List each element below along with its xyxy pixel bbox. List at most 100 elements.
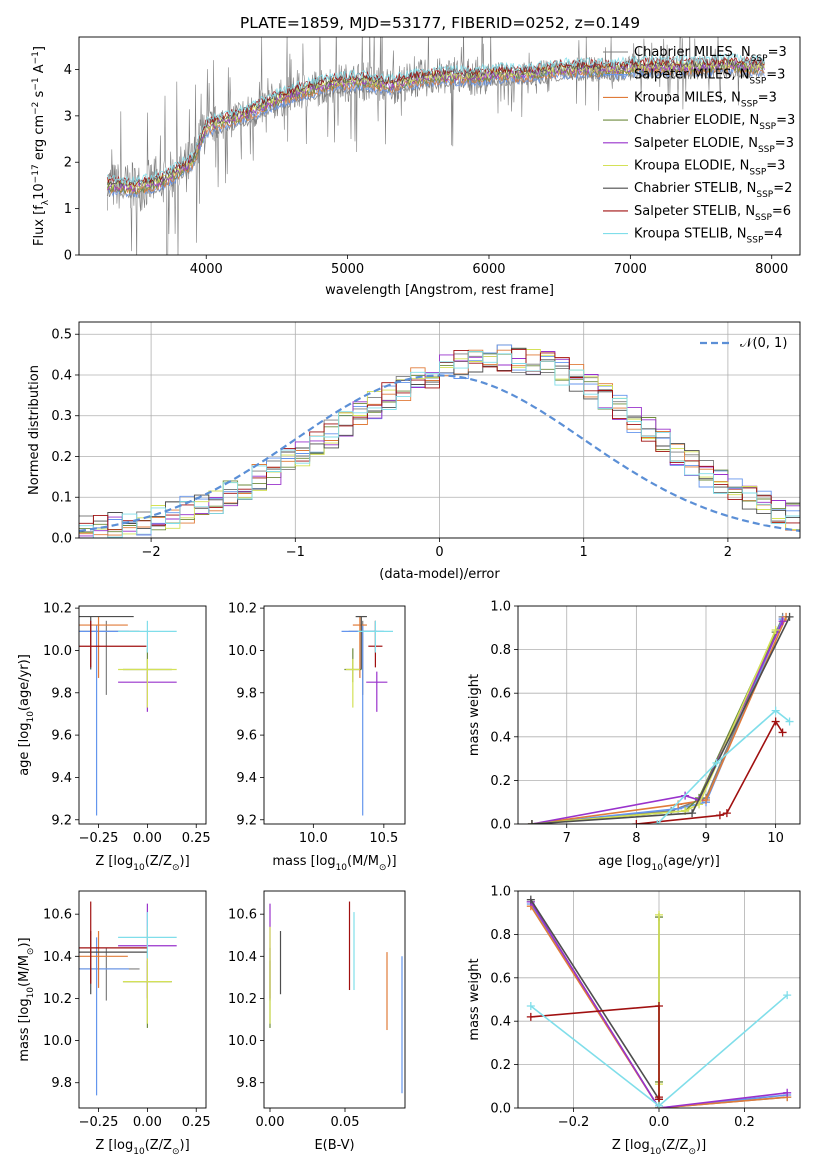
weight-age-marker-7 [778, 728, 787, 737]
weight-age-marker-6 [688, 809, 697, 818]
legend-label-4: Salpeter ELODIE, NSSP=3 [634, 136, 794, 155]
label-part: Z [log [95, 1138, 133, 1153]
weight-age-series-0 [531, 616, 784, 824]
label-part: (age/yr)] [663, 854, 720, 869]
y-tick-label: 0.5 [51, 328, 72, 343]
label-part: Z [log [95, 854, 133, 869]
y-tick-label: 10.0 [43, 1034, 72, 1049]
label-part: Salpeter STELIB, N [634, 204, 755, 219]
weight-age-marker-6 [527, 820, 536, 824]
label-superscript: −1 [31, 51, 41, 64]
weight-age-marker-7 [722, 809, 731, 818]
label-part: ] [32, 46, 47, 51]
y-tick-label: 0.8 [490, 643, 511, 658]
label-subscript: 10 [133, 1147, 145, 1157]
plot-area [79, 901, 177, 1096]
age-mass-point-5 [345, 658, 360, 708]
x-tick-label: 5000 [331, 262, 364, 277]
label-part: age [log [17, 723, 32, 776]
x-axis-label: mass [log10(M/M⊙)] [272, 854, 396, 873]
x-tick-label: 0.05 [331, 1115, 360, 1130]
plot-area [341, 615, 394, 816]
x-axis-label: Z [log10(Z/Z⊙)] [95, 1138, 189, 1157]
label-part: )] [17, 937, 32, 947]
weight-z-marker-7 [655, 1093, 663, 1102]
x-tick-label: −2 [142, 545, 161, 560]
label-part: =4 [763, 227, 782, 242]
x-tick-label: 2 [724, 545, 732, 560]
age-z-point-2 [79, 616, 128, 678]
x-tick-label: 7 [563, 831, 571, 846]
legend-label-2: Kroupa MILES, NSSP=3 [634, 90, 777, 109]
weight-age-marker-8 [771, 706, 780, 715]
age-mass-point-2 [352, 616, 367, 678]
y-tick-label: 10.2 [43, 992, 72, 1007]
label-subscript: SSP [751, 54, 768, 64]
weight-z-marker-8 [655, 1101, 663, 1108]
y-tick-label: 10.0 [43, 644, 72, 659]
mass-z-point-2 [79, 931, 128, 988]
y-tick-label: 0.1 [51, 491, 72, 506]
axes-frame [78, 605, 207, 825]
y-tick-label: 10.0 [228, 1034, 257, 1049]
age-mass-point-4 [366, 671, 388, 712]
y-tick-label: 10.2 [43, 602, 72, 617]
axes-frame [517, 890, 801, 1109]
label-part: (Z/Z [145, 854, 172, 869]
label-part: =3 [766, 159, 785, 174]
legend-label-6: Chabrier STELIB, NSSP=2 [634, 181, 792, 200]
label-part: mass [log [17, 998, 32, 1061]
label-part: Salpeter MILES, N [634, 68, 749, 83]
plot-area [269, 901, 403, 1094]
gaussian-curve [79, 374, 800, 532]
y-tick-label: 10.6 [228, 908, 257, 923]
x-tick-label: 8000 [755, 262, 788, 277]
y-tick-label: 1.0 [490, 885, 511, 900]
weight-z-series-6 [530, 899, 660, 1100]
label-subscript: ⊙ [688, 1147, 696, 1157]
x-tick-label: 1 [580, 545, 588, 560]
spectrum-panel: 4000 5000 6000 7000 8000 0 1 2 3 4 wavelength [Ang… [31, 36, 801, 298]
label-subscript: ⊙ [172, 863, 180, 873]
label-subscript: SSP [741, 99, 758, 109]
y-tick-label: 0.3 [51, 409, 72, 424]
label-part: Z [log [612, 1138, 650, 1153]
axes-frame [78, 321, 801, 539]
label-part: (Z/Z [145, 1138, 172, 1153]
x-axis-label: wavelength [Angstrom, rest frame] [325, 283, 554, 298]
x-axis-label: age [log10(age/yr)] [598, 854, 720, 873]
y-tick-label: 0 [64, 249, 72, 264]
y-tick-label: 10.6 [43, 908, 72, 923]
weight-age-series-4 [531, 620, 784, 824]
x-tick-label: 10 [767, 831, 784, 846]
label-part: Flux [f [32, 205, 47, 246]
y-tick-label: 2 [64, 156, 72, 171]
mass-vs-extinction-panel: 0.00 0.05 9.8 10.0 10.2 10.4 10.6 E(B-V) [228, 890, 406, 1153]
weight-age-series-8 [656, 709, 791, 824]
y-tick-label: 0.0 [490, 818, 511, 833]
x-tick-label: −0.25 [79, 1115, 119, 1130]
weight-z-series-4 [530, 901, 788, 1108]
label-part: (M/M [347, 854, 379, 869]
y-axis-label: Normed distribution [27, 365, 42, 495]
label-part: )] [386, 854, 396, 869]
x-tick-label: 0.00 [133, 1115, 162, 1130]
legend-gaussian-label: 𝒩(0, 1) [740, 336, 787, 351]
x-tick-label: 0.25 [182, 831, 211, 846]
label-subscript: 10 [26, 987, 36, 999]
legend-label-0: Chabrier MILES, NSSP=3 [634, 45, 787, 64]
weight-age-marker-8 [653, 820, 662, 824]
y-axis-label: mass weight [467, 958, 482, 1040]
label-subscript: SSP [755, 213, 772, 223]
weight-age-marker-8 [785, 717, 794, 726]
y-tick-label: 10.4 [228, 950, 257, 965]
age-mass-point-1 [341, 625, 384, 816]
label-subscript: SSP [749, 77, 766, 87]
label-superscript: −1 [31, 77, 41, 90]
axes-frame [517, 605, 801, 825]
label-superscript: −2 [31, 102, 41, 115]
label-subscript: 10 [133, 863, 145, 873]
label-superscript: −17 [31, 164, 41, 183]
y-tick-label: 0.2 [51, 450, 72, 465]
label-subscript: ⊙ [26, 948, 36, 956]
